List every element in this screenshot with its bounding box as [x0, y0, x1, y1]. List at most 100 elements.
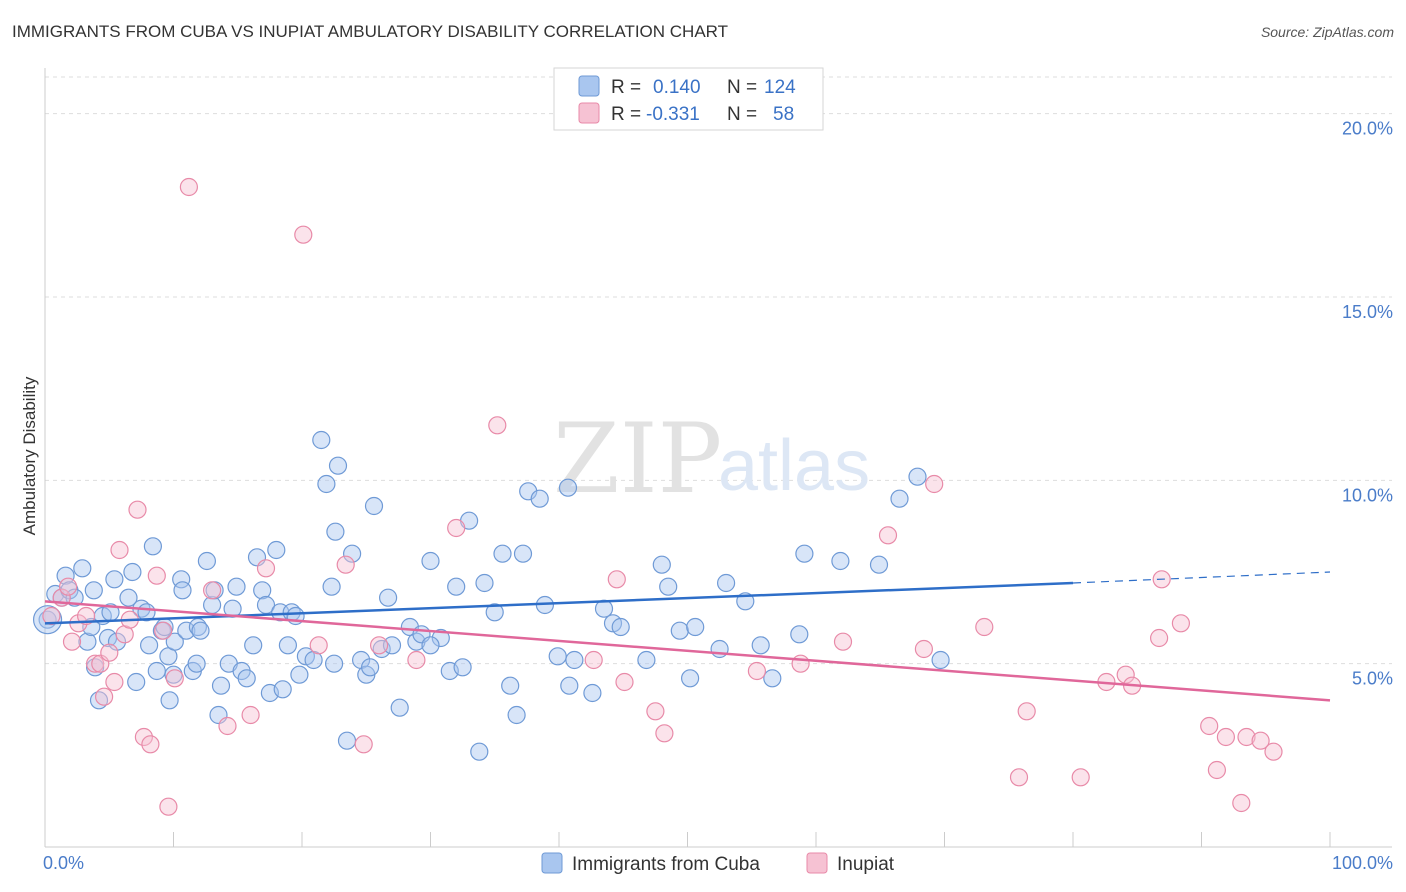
point-cuba	[317, 474, 336, 494]
point-cuba	[244, 636, 263, 655]
point-inupiat	[147, 566, 166, 585]
point-cuba	[253, 581, 272, 600]
point-cuba	[680, 669, 700, 688]
point-cuba	[123, 562, 142, 582]
point-inupiat	[354, 735, 373, 754]
point-cuba	[160, 691, 179, 710]
point-cuba	[751, 636, 770, 655]
point-inupiat	[1200, 716, 1219, 736]
y-tick-label: 15.0%	[1342, 302, 1393, 322]
correlation-legend: R = 0.140 N = 124 R = -0.331 N = 58	[553, 67, 824, 131]
point-inupiat	[1171, 614, 1191, 633]
x-tick-label: 0.0%	[43, 853, 84, 873]
legend-n-label-cuba: N =	[727, 77, 757, 98]
point-cuba	[361, 658, 380, 677]
point-inupiat	[1149, 628, 1169, 648]
point-inupiat	[134, 727, 153, 747]
point-cuba	[237, 669, 256, 688]
legend-r-label-cuba: R =	[611, 77, 641, 98]
point-cuba	[147, 661, 166, 681]
point-inupiat	[105, 672, 124, 692]
point-inupiat	[488, 416, 507, 435]
bottom-legend-swatch-cuba	[541, 852, 563, 874]
series-cuba-points	[32, 430, 950, 761]
point-cuba	[611, 617, 630, 637]
grid-lines	[44, 76, 1392, 847]
point-inupiat	[42, 606, 61, 626]
point-inupiat	[655, 724, 674, 743]
point-cuba	[140, 636, 159, 655]
legend-n-value-cuba: 124	[764, 77, 796, 98]
point-inupiat	[1207, 760, 1227, 780]
point-cuba	[686, 617, 705, 637]
point-cuba	[507, 705, 526, 725]
point-inupiat	[747, 661, 767, 681]
point-inupiat	[975, 617, 994, 637]
trend-line-inupiat	[44, 600, 1331, 702]
bottom-legend-label-inupiat: Inupiat	[837, 854, 895, 875]
point-cuba	[379, 588, 398, 607]
point-inupiat	[1116, 665, 1135, 684]
legend-n-value-inupiat: 58	[773, 104, 794, 125]
trend-line-cuba	[44, 581, 1074, 625]
watermark: ZIP atlas	[553, 403, 870, 515]
point-inupiat	[1232, 793, 1251, 813]
point-cuba	[431, 628, 450, 648]
point-cuba	[227, 577, 246, 596]
legend-r-label-inupiat: R =	[611, 104, 641, 125]
y-tick-label: 20.0%	[1342, 119, 1393, 139]
point-cuba	[312, 430, 331, 450]
point-inupiat	[791, 654, 810, 673]
point-inupiat	[914, 639, 934, 659]
point-cuba	[475, 573, 494, 593]
point-inupiat	[110, 540, 129, 560]
legend-r-value-cuba: 0.140	[653, 77, 701, 98]
point-inupiat	[128, 500, 147, 519]
point-inupiat	[76, 606, 96, 626]
point-cuba	[493, 544, 512, 563]
x-tick-label: 100.0%	[1332, 853, 1393, 873]
point-cuba	[73, 559, 92, 578]
point-cuba	[290, 665, 309, 684]
point-cuba	[343, 544, 362, 563]
point-cuba	[84, 581, 103, 600]
point-inupiat	[159, 797, 178, 816]
series-legend: Immigrants from Cuba Inupiat	[541, 852, 895, 875]
axes	[44, 68, 1392, 848]
point-cuba	[78, 632, 97, 651]
point-inupiat	[646, 702, 665, 721]
point-inupiat	[58, 577, 78, 596]
legend-n-label-inupiat: N =	[727, 104, 757, 125]
point-inupiat	[85, 654, 105, 673]
point-cuba	[328, 456, 348, 475]
bottom-legend-label-cuba: Immigrants from Cuba	[572, 854, 760, 875]
point-inupiat	[309, 636, 328, 655]
point-cuba	[670, 621, 689, 640]
point-cuba	[211, 676, 231, 695]
point-cuba	[65, 588, 84, 607]
point-cuba	[558, 478, 578, 497]
point-inupiat	[165, 669, 184, 688]
point-inupiat	[218, 716, 237, 736]
point-cuba	[890, 489, 909, 508]
point-inupiat	[1237, 727, 1256, 747]
point-inupiat	[203, 581, 222, 600]
point-cuba	[322, 577, 341, 596]
point-cuba	[530, 489, 549, 508]
point-cuba	[869, 555, 889, 574]
point-inupiat	[1017, 702, 1036, 721]
legend-swatch-cuba	[578, 75, 600, 97]
point-cuba	[447, 577, 466, 596]
point-inupiat	[62, 632, 82, 651]
point-inupiat	[447, 518, 466, 538]
point-cuba	[583, 683, 602, 703]
point-inupiat	[878, 526, 898, 545]
point-inupiat	[256, 559, 276, 578]
point-cuba	[165, 632, 184, 651]
point-inupiat	[584, 650, 603, 670]
point-inupiat	[1216, 727, 1236, 747]
tick-labels: 5.0% 10.0% 15.0% 20.0% 0.0% 100.0%	[43, 119, 1393, 873]
point-cuba	[548, 647, 567, 666]
point-cuba	[560, 676, 579, 695]
point-cuba	[119, 588, 138, 607]
